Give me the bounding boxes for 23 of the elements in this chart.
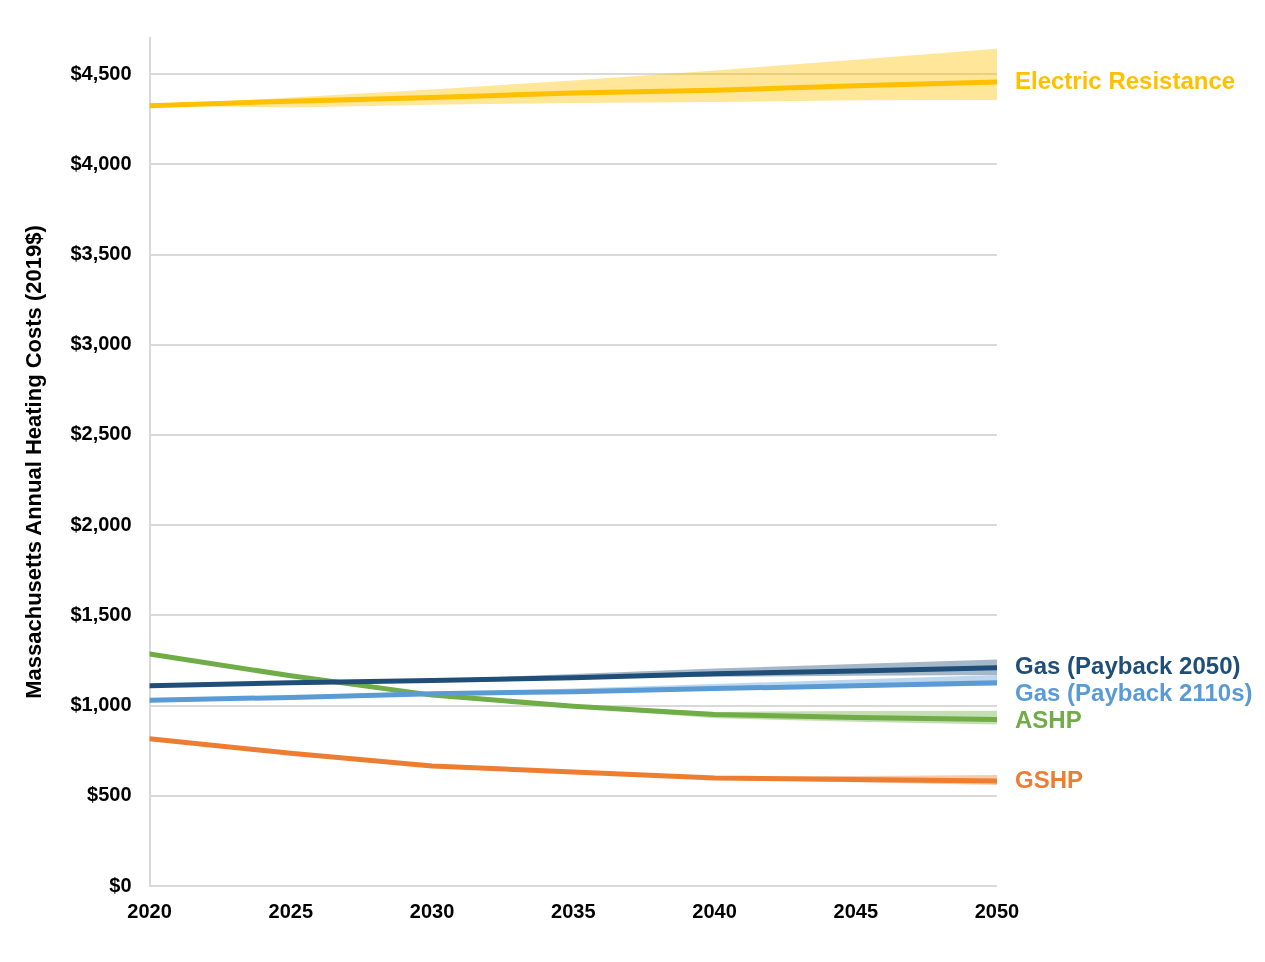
y-tick-label: $500 — [87, 783, 132, 806]
x-tick-label: 2050 — [974, 899, 1020, 922]
x-tick-label: 2025 — [268, 899, 314, 922]
y-tick-label: $2,000 — [70, 512, 132, 535]
x-tick-label: 2045 — [833, 899, 879, 922]
series-label: Electric Resistance — [1015, 66, 1236, 94]
x-tick-label: 2040 — [692, 899, 737, 922]
y-tick-label: $0 — [109, 873, 132, 896]
x-tick-label: 2020 — [127, 899, 172, 922]
series-label: ASHP — [1015, 706, 1082, 734]
x-tick-label: 2035 — [551, 899, 596, 922]
y-axis-title: Massachusetts Annual Heating Costs (2019$) — [21, 225, 47, 699]
series-label: Gas (Payback 2050) — [1015, 652, 1241, 680]
x-tick-label: 2030 — [409, 899, 455, 922]
y-tick-label: $4,000 — [70, 151, 132, 174]
y-tick-label: $1,500 — [70, 602, 132, 625]
series-label: Gas (Payback 2110s) — [1015, 679, 1253, 707]
y-tick-label: $1,000 — [70, 693, 132, 716]
y-tick-label: $2,500 — [70, 422, 132, 445]
y-tick-label: $4,500 — [70, 61, 132, 84]
y-tick-label: $3,000 — [70, 332, 132, 355]
series-label: GSHP — [1015, 765, 1084, 793]
y-tick-label: $3,500 — [70, 242, 132, 265]
